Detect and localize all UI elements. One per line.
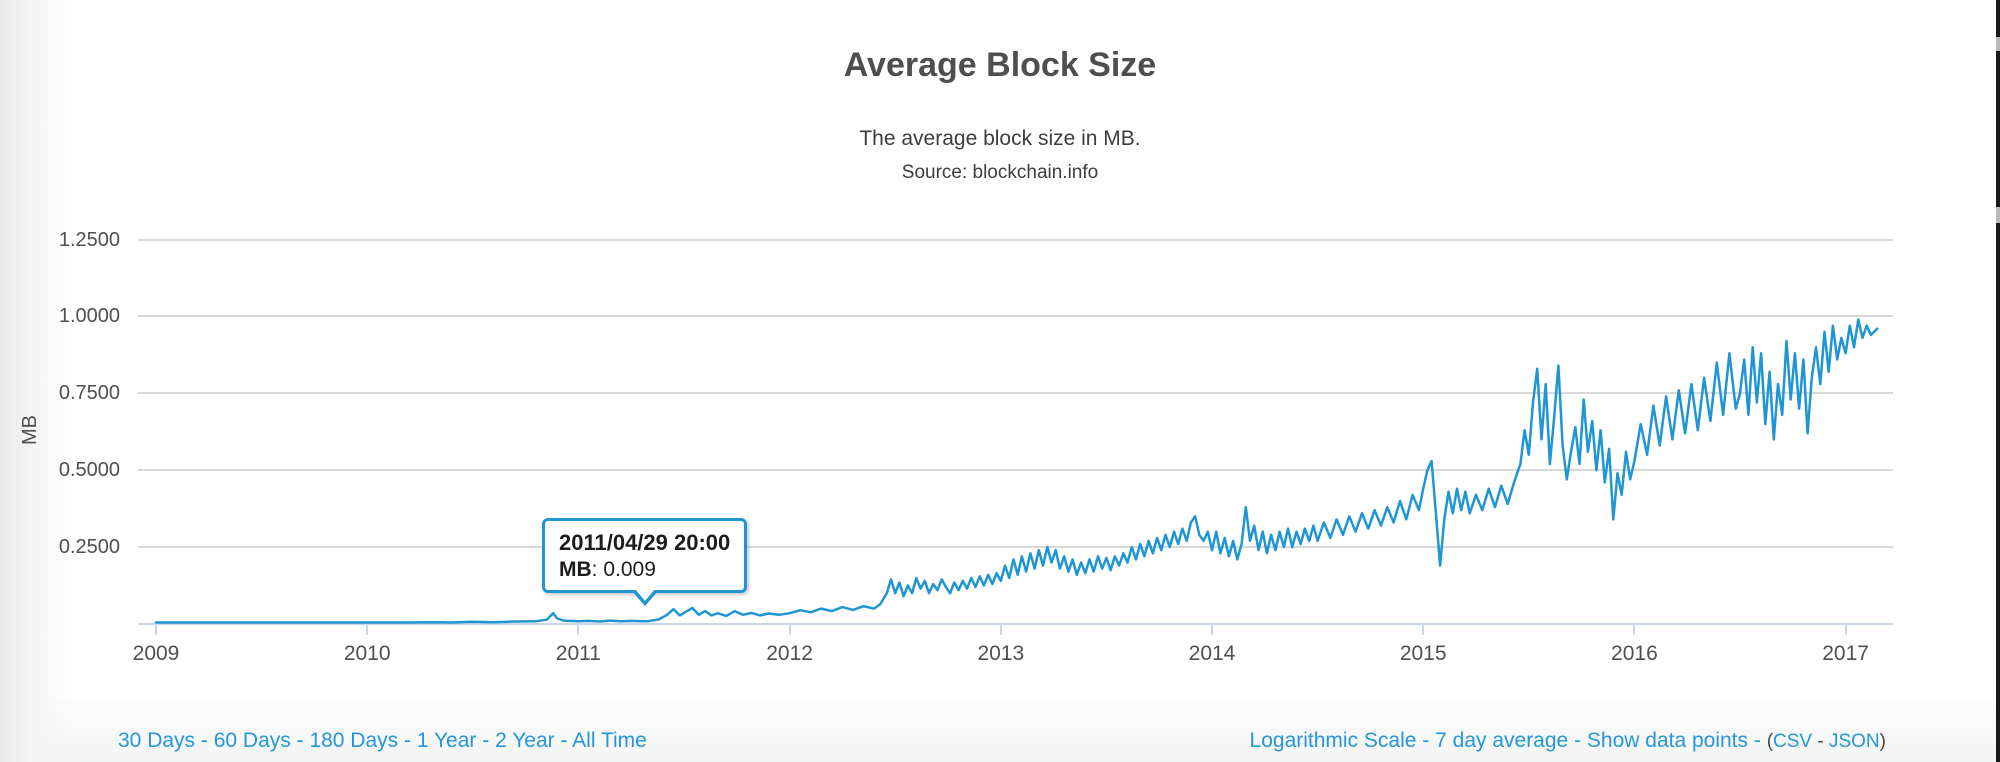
link-show-data-points[interactable]: Show data points bbox=[1586, 729, 1749, 752]
x-axis-label: 2016 bbox=[1611, 642, 1658, 665]
gridline bbox=[138, 546, 1893, 549]
window-edge-highlight bbox=[1996, 37, 2000, 51]
timespan-links: 30 Days - 60 Days - 180 Days - 1 Year - … bbox=[118, 729, 647, 753]
chart-area[interactable]: MB 0.2500 0.5000 0.7500 1.0000 1.2500 2009 201… bbox=[0, 0, 2000, 700]
link-180-days[interactable]: 180 Days bbox=[309, 729, 399, 752]
x-axis-label: 2011 bbox=[555, 642, 601, 665]
y-axis-label: 1.0000 bbox=[58, 305, 120, 328]
link-logarithmic-scale[interactable]: Logarithmic Scale bbox=[1249, 729, 1417, 752]
x-axis-tick bbox=[788, 624, 791, 635]
link-separator: - bbox=[1812, 731, 1829, 752]
link-1-year[interactable]: 1 Year bbox=[416, 729, 477, 752]
export-open-paren: ( bbox=[1766, 731, 1774, 752]
y-axis-label: 0.7500 bbox=[58, 382, 120, 405]
link-json[interactable]: JSON bbox=[1828, 731, 1880, 752]
options-links: Logarithmic Scale - 7 day average - Show… bbox=[1250, 729, 1886, 754]
link-csv[interactable]: CSV bbox=[1773, 731, 1813, 752]
x-axis-label: 2017 bbox=[1822, 642, 1869, 665]
link-separator: - bbox=[1568, 729, 1587, 752]
x-axis-tick bbox=[1211, 624, 1213, 635]
gridline bbox=[138, 315, 1893, 318]
tooltip-value: MB: 0.009 bbox=[559, 558, 656, 581]
x-axis-tick bbox=[1422, 624, 1425, 635]
link-separator: - bbox=[1748, 729, 1767, 752]
link-60-days[interactable]: 60 Days bbox=[213, 729, 291, 752]
window-edge-highlight bbox=[1996, 207, 2000, 223]
link-7-day-average[interactable]: 7 day average bbox=[1435, 729, 1569, 752]
x-axis-tick bbox=[577, 624, 580, 635]
y-axis-label: 1.2500 bbox=[58, 228, 120, 251]
link-separator: - bbox=[554, 729, 573, 752]
x-axis-label: 2012 bbox=[766, 642, 813, 665]
x-axis-label: 2009 bbox=[132, 642, 180, 665]
link-separator: - bbox=[195, 729, 214, 752]
page-title: Average Block Size bbox=[843, 46, 1157, 84]
chart-subtitle: The average block size in MB. bbox=[859, 127, 1141, 150]
link-separator: - bbox=[290, 729, 310, 752]
link-separator: - bbox=[476, 729, 496, 752]
link-separator: - bbox=[398, 729, 417, 752]
y-axis-label: 0.5000 bbox=[58, 459, 120, 482]
gridline bbox=[138, 392, 1893, 395]
tooltip-date: 2011/04/29 20:00 bbox=[559, 530, 731, 555]
x-axis-label: 2010 bbox=[343, 642, 391, 665]
link-30-days[interactable]: 30 Days bbox=[118, 729, 196, 752]
chart-tooltip: 2011/04/29 20:00 MB: 0.009 bbox=[542, 518, 748, 606]
left-edge-gradient bbox=[0, 0, 74, 762]
x-axis-tick bbox=[999, 624, 1002, 635]
block-size-line-chart[interactable] bbox=[0, 0, 2000, 700]
link-2-year[interactable]: 2 Year bbox=[495, 729, 555, 752]
x-axis-tick bbox=[1633, 624, 1636, 635]
x-axis-label: 2014 bbox=[1188, 642, 1236, 665]
link-separator: - bbox=[1416, 729, 1436, 752]
y-axis-label: 0.2500 bbox=[58, 536, 120, 559]
footer-background bbox=[0, 700, 2000, 762]
x-axis-line bbox=[138, 623, 1893, 625]
x-axis-tick bbox=[1844, 624, 1847, 635]
window-right-border bbox=[1996, 0, 2000, 762]
x-axis-tick bbox=[366, 624, 369, 635]
x-axis-label: 2015 bbox=[1399, 642, 1447, 665]
data-series-line bbox=[154, 318, 1879, 624]
chart-source: Source: blockchain.info bbox=[901, 162, 1099, 183]
gridline bbox=[138, 469, 1893, 472]
export-close-paren: ) bbox=[1879, 731, 1886, 752]
link-all-time[interactable]: All Time bbox=[572, 729, 647, 752]
x-axis-tick bbox=[155, 624, 157, 635]
x-axis-label: 2013 bbox=[977, 642, 1025, 665]
gridline bbox=[138, 238, 1893, 241]
